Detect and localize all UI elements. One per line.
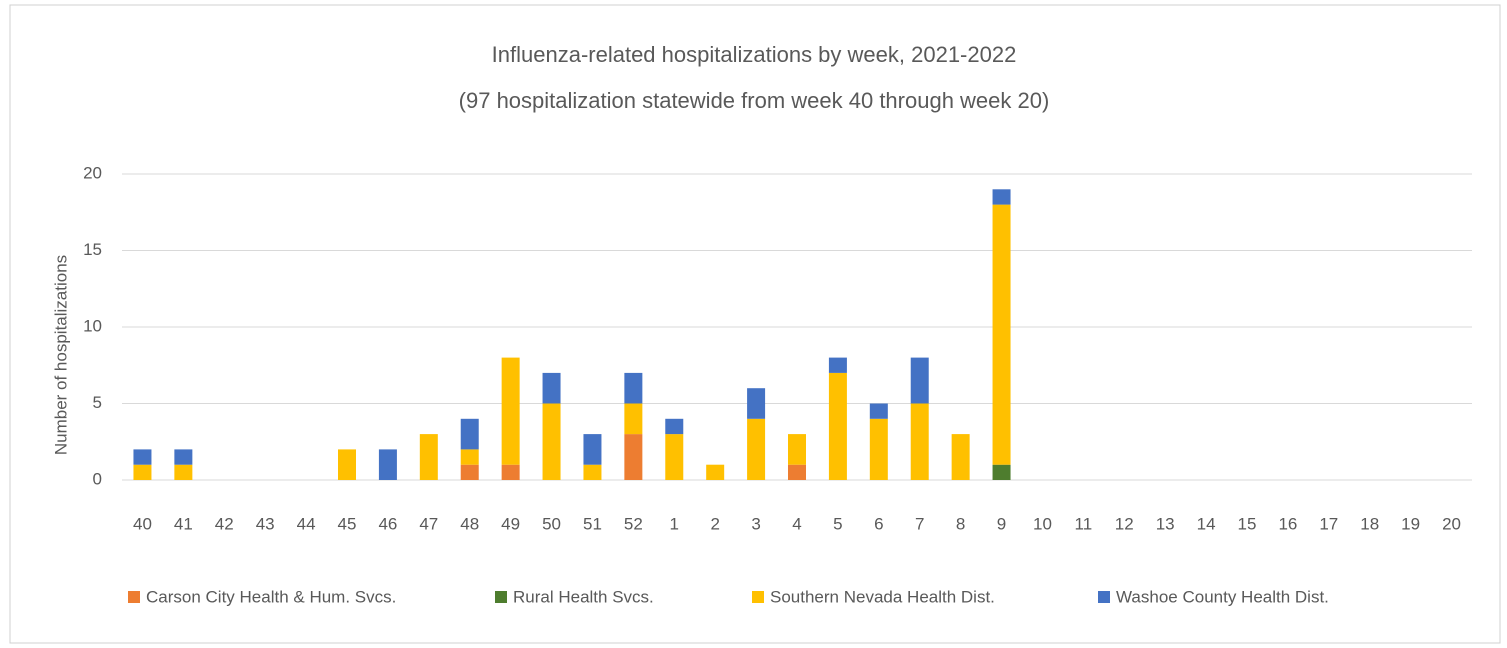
x-tick-label: 4	[792, 514, 801, 533]
x-tick-label: 14	[1197, 514, 1216, 533]
chart-subtitle: (97 hospitalization statewide from week …	[459, 88, 1050, 113]
x-tick-label: 49	[501, 514, 520, 533]
x-tick-label: 5	[833, 514, 842, 533]
x-tick-label: 1	[670, 514, 679, 533]
x-tick-label: 11	[1075, 514, 1093, 533]
bar-segment	[828, 357, 847, 373]
x-tick-label: 47	[419, 514, 438, 533]
bar-segment	[788, 464, 806, 480]
chart-frame	[9, 4, 1501, 644]
x-tick-label: 40	[133, 514, 152, 533]
x-tick-label: 43	[256, 514, 275, 533]
bar-segment	[951, 434, 970, 480]
y-tick-label: 10	[83, 316, 102, 335]
y-tick-label: 15	[83, 240, 102, 259]
legend-swatch	[128, 591, 140, 603]
legend-swatch	[495, 591, 507, 603]
bar-segment	[378, 449, 397, 480]
x-tick-label: 19	[1401, 514, 1420, 533]
bar-segment	[869, 418, 888, 480]
x-tick-label: 7	[915, 514, 924, 533]
y-tick-label: 5	[93, 393, 102, 412]
x-tick-label: 46	[378, 514, 397, 533]
x-tick-label: 6	[874, 514, 883, 533]
bar-segment	[992, 189, 1011, 205]
x-tick-label: 15	[1238, 514, 1257, 533]
bar-segment	[747, 388, 766, 419]
bar-segment	[583, 434, 602, 465]
bar-segment	[460, 418, 479, 450]
x-tick-label: 10	[1033, 514, 1052, 533]
y-tick-label: 0	[93, 469, 102, 488]
legend-swatch	[752, 591, 764, 603]
legend-label: Rural Health Svcs.	[513, 587, 654, 606]
legend-label: Washoe County Health Dist.	[1116, 587, 1329, 606]
x-tick-label: 51	[583, 514, 602, 533]
x-tick-label: 16	[1278, 514, 1297, 533]
x-tick-label: 3	[751, 514, 760, 533]
x-tick-label: 20	[1442, 514, 1461, 533]
x-tick-label: 45	[338, 514, 357, 533]
legend-label: Carson City Health & Hum. Svcs.	[146, 587, 396, 606]
bar-segment	[583, 464, 602, 480]
bar-segment	[174, 449, 193, 465]
bar-segment	[419, 434, 438, 480]
bar-segment	[665, 418, 684, 435]
bar-segment	[338, 449, 356, 480]
bar-segment	[133, 449, 152, 465]
bar-segment	[665, 434, 684, 480]
bar-segment	[624, 434, 643, 480]
x-tick-label: 13	[1156, 514, 1175, 533]
x-tick-label: 52	[624, 514, 643, 533]
y-tick-label: 20	[83, 163, 102, 182]
bar-segment	[910, 357, 929, 404]
x-tick-label: 12	[1115, 514, 1134, 533]
x-tick-label: 42	[215, 514, 234, 533]
x-tick-label: 8	[956, 514, 965, 533]
bar-segment	[747, 418, 766, 480]
bar-segment	[542, 372, 561, 404]
bar-segment	[501, 357, 520, 465]
x-tick-label: 50	[542, 514, 561, 533]
x-tick-label: 2	[710, 514, 719, 533]
chart-title: Influenza-related hospitalizations by we…	[492, 42, 1017, 67]
bar-segment	[542, 403, 561, 480]
bar-segment	[133, 464, 152, 480]
bar-segment	[174, 464, 193, 480]
bar-segment	[828, 372, 847, 480]
x-tick-label: 48	[460, 514, 479, 533]
bar-segment	[624, 372, 643, 404]
bar-segment	[460, 464, 479, 480]
bar-segment	[706, 464, 725, 480]
legend-label: Southern Nevada Health Dist.	[770, 587, 995, 606]
x-tick-label: 18	[1360, 514, 1379, 533]
y-axis-title: Number of hospitalizations	[51, 255, 70, 455]
bar-segment	[624, 403, 643, 435]
x-tick-label: 44	[297, 514, 316, 533]
legend-swatch	[1098, 591, 1110, 603]
bar-segment	[788, 434, 806, 465]
bar-segment	[460, 449, 479, 465]
x-tick-label: 9	[997, 514, 1006, 533]
bar-segment	[869, 403, 888, 419]
bar-segment	[501, 464, 520, 480]
x-tick-label: 41	[174, 514, 193, 533]
bar-segment	[992, 464, 1011, 480]
x-tick-label: 17	[1319, 514, 1338, 533]
bar-segment	[992, 204, 1011, 465]
bar-segment	[910, 403, 929, 480]
